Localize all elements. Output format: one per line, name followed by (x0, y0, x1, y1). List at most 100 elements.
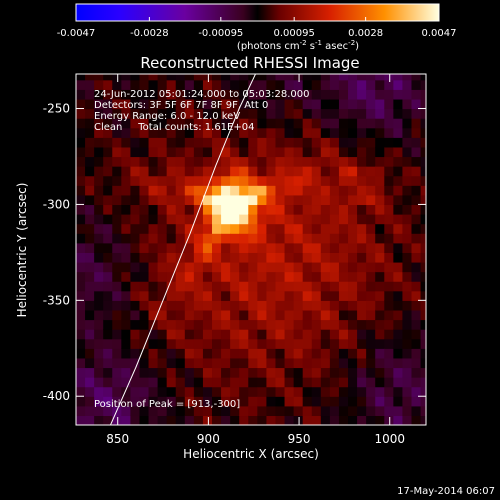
heatmap-cell (130, 338, 141, 349)
heatmap-cell (112, 242, 122, 253)
heatmap-cell (85, 377, 95, 388)
heatmap-cell (148, 204, 159, 215)
heatmap-cell (257, 309, 268, 321)
heatmap-cell (230, 338, 240, 349)
heatmap-cell (375, 146, 385, 158)
heatmap-cell (302, 127, 313, 138)
heatmap-cell (121, 118, 132, 129)
heatmap-cell (230, 127, 240, 138)
heatmap-cell (357, 175, 367, 186)
heatmap-cell (112, 204, 122, 215)
heatmap-cell (94, 146, 104, 158)
heatmap-cell (184, 309, 195, 321)
heatmap-cell (357, 396, 367, 407)
heatmap-cell (248, 281, 258, 292)
heatmap-cell (384, 127, 394, 138)
heatmap-cell (275, 146, 286, 158)
heatmap-cell (320, 118, 331, 129)
heatmap-cell (221, 261, 231, 273)
heatmap-cell (420, 271, 426, 282)
heatmap-cell (393, 166, 404, 177)
heatmap-cell (121, 127, 132, 138)
heatmap-cell (393, 367, 404, 378)
heatmap-cell (320, 146, 331, 158)
heatmap-cell (420, 415, 426, 425)
heatmap-cell (411, 281, 422, 292)
heatmap-cell (157, 415, 168, 425)
heatmap-cell (302, 98, 313, 110)
heatmap-cell (112, 108, 122, 119)
heatmap-cell (103, 242, 113, 253)
heatmap-cell (329, 377, 340, 388)
heatmap-cell (202, 338, 213, 349)
heatmap-cell (76, 108, 86, 119)
heatmap-cell (320, 415, 331, 425)
heatmap-cell (411, 309, 422, 321)
heatmap-cell (411, 146, 422, 158)
heatmap-cell (402, 261, 413, 273)
heatmap-cell (257, 396, 268, 407)
heatmap-cell (103, 319, 113, 330)
heatmap-cell (212, 319, 222, 330)
heatmap-cell (411, 252, 422, 263)
heatmap-cell (384, 338, 394, 349)
heatmap-cell (184, 357, 195, 369)
heatmap-cell (320, 377, 331, 388)
heatmap-cell (112, 300, 122, 311)
heatmap-cell (112, 377, 122, 388)
heatmap-cell (221, 233, 231, 244)
heatmap-cell (275, 89, 286, 100)
heatmap-cell (202, 357, 213, 369)
heatmap-cell (338, 357, 349, 369)
heatmap-cell (103, 127, 113, 138)
heatmap-cell (357, 108, 367, 119)
heatmap-cell (221, 89, 231, 100)
heatmap-cell (293, 89, 304, 100)
heatmap-cell (94, 166, 104, 177)
heatmap-cell (130, 415, 141, 425)
heatmap-cell (338, 348, 349, 359)
heatmap-cell (411, 223, 422, 234)
heatmap-cell (85, 214, 95, 225)
heatmap-cell (94, 329, 104, 340)
heatmap-cell (320, 214, 331, 225)
heatmap-cell (121, 185, 132, 196)
heatmap-cell (248, 146, 258, 158)
heatmap-cell (302, 137, 313, 148)
heatmap-cell (275, 118, 286, 129)
heatmap-cell (275, 319, 286, 330)
heatmap-cell (366, 338, 376, 349)
heatmap-cell (411, 415, 422, 425)
heatmap-cell (375, 118, 385, 129)
heatmap-cell (239, 204, 249, 215)
heatmap-cell (139, 98, 150, 110)
heatmap-cell (420, 281, 426, 292)
heatmap-cell (375, 137, 385, 148)
heatmap-cell (366, 194, 376, 206)
heatmap-cell (257, 175, 268, 186)
heatmap-cell (212, 271, 222, 282)
heatmap-cell (221, 194, 231, 206)
heatmap-cell (420, 396, 426, 407)
heatmap-cell (193, 214, 204, 225)
heatmap-cell (202, 118, 213, 129)
heatmap-cell (130, 405, 141, 417)
heatmap-cell (284, 281, 295, 292)
heatmap-cell (221, 281, 231, 292)
heatmap-cell (239, 166, 249, 177)
heatmap-cell (348, 309, 358, 321)
heatmap-cell (148, 118, 159, 129)
heatmap-cell (175, 281, 186, 292)
heatmap-cell (112, 309, 122, 321)
heatmap-cell (411, 300, 422, 311)
heatmap-cell (338, 386, 349, 397)
heatmap-cell (139, 367, 150, 378)
heatmap-cell (348, 79, 358, 90)
heatmap-cell (139, 386, 150, 397)
heatmap-cell (257, 338, 268, 349)
heatmap-cell (130, 252, 141, 263)
heatmap-cell (366, 89, 376, 100)
heatmap-cell (175, 348, 186, 359)
heatmap-cell (157, 261, 168, 273)
heatmap-cell (384, 386, 394, 397)
